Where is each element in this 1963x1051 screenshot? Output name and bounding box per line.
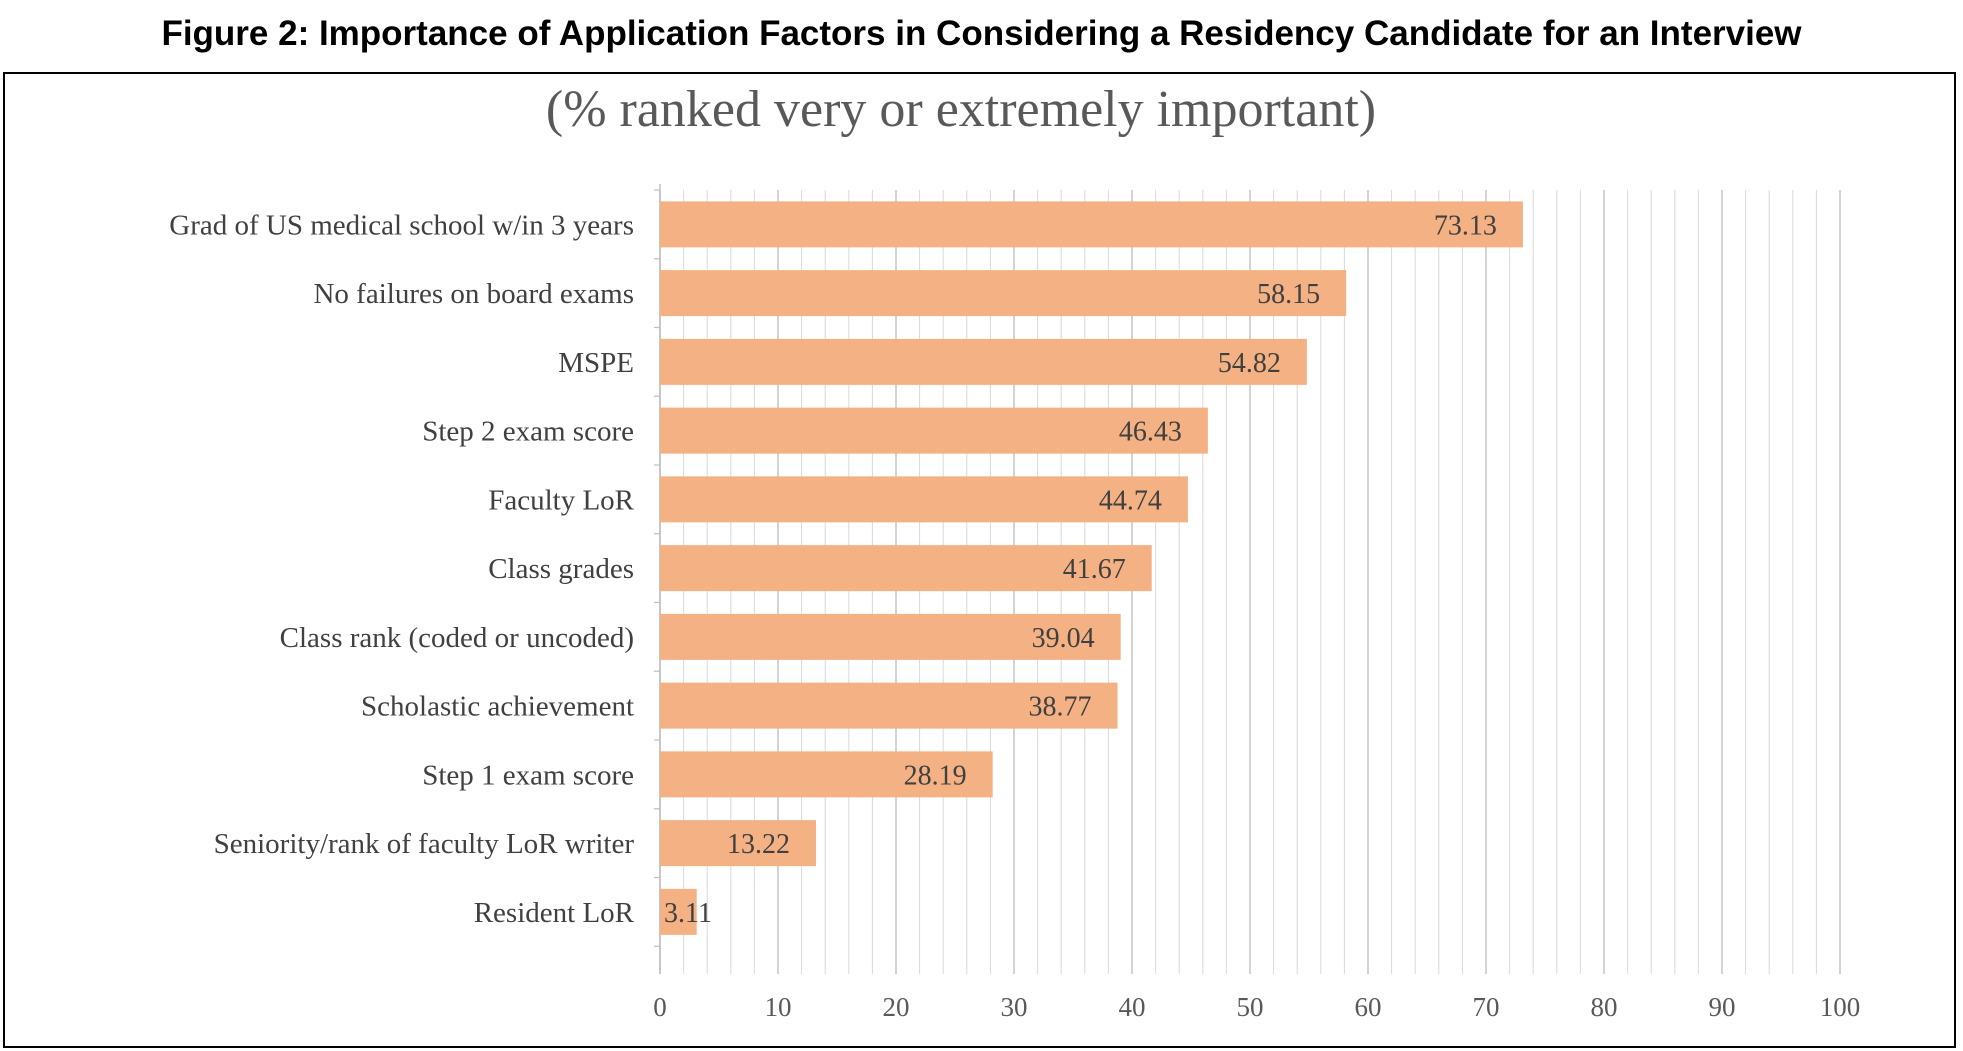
data-label: 38.77 (1028, 692, 1091, 723)
x-tick-label: 30 (1001, 992, 1028, 1022)
category-label: Class grades (488, 553, 634, 585)
data-label: 73.13 (1434, 210, 1497, 241)
data-label: 39.04 (1032, 623, 1095, 654)
category-label: Seniority/rank of faculty LoR writer (214, 828, 635, 860)
category-label: Faculty LoR (488, 484, 634, 516)
figure-title: Figure 2: Importance of Application Fact… (161, 14, 1802, 53)
x-tick-label: 70 (1473, 992, 1500, 1022)
x-tick-label: 20 (883, 992, 910, 1022)
category-label: MSPE (558, 347, 634, 379)
data-labels: 73.13 58.15 54.82 46.43 44.74 41.67 39.04 38.77… (664, 210, 1497, 929)
x-axis-ticks: 0 10 20 30 40 50 60 70 80 90 100 (653, 992, 1860, 1022)
data-label: 46.43 (1119, 417, 1182, 448)
x-tick-label: 80 (1591, 992, 1618, 1022)
bar (660, 270, 1347, 317)
category-label: Scholastic achievement (361, 691, 634, 723)
bar (660, 888, 697, 935)
bar (660, 201, 1523, 248)
category-label: Class rank (coded or uncoded) (280, 622, 634, 654)
bar (660, 820, 816, 867)
category-labels: Grad of US medical school w/in 3 years No… (169, 209, 634, 929)
bar (660, 545, 1152, 592)
x-tick-label: 0 (653, 992, 667, 1022)
bars (660, 201, 1523, 935)
x-tick-label: 100 (1820, 992, 1861, 1022)
bar (660, 407, 1208, 454)
bar-chart: (% ranked very or extremely important) G… (169, 81, 1860, 1022)
x-tick-label: 10 (765, 992, 792, 1022)
data-label: 54.82 (1218, 348, 1281, 379)
bar (660, 751, 993, 798)
data-label: 41.67 (1063, 554, 1126, 585)
chart-subtitle: (% ranked very or extremely important) (546, 81, 1376, 138)
category-label: Step 1 exam score (422, 759, 634, 791)
x-tick-label: 40 (1119, 992, 1146, 1022)
x-tick-label: 90 (1709, 992, 1736, 1022)
category-label: Grad of US medical school w/in 3 years (169, 209, 634, 241)
category-label: Step 2 exam score (422, 416, 634, 448)
data-label: 13.22 (727, 829, 790, 860)
chart-frame: (% ranked very or extremely important) G… (3, 72, 1956, 1048)
data-label: 44.74 (1099, 485, 1162, 516)
category-label: Resident LoR (474, 897, 635, 929)
x-tick-label: 50 (1237, 992, 1264, 1022)
bar (660, 682, 1118, 729)
bar (660, 613, 1121, 660)
category-label: No failures on board exams (313, 278, 634, 310)
data-label: 58.15 (1257, 279, 1320, 310)
bar (660, 338, 1307, 385)
data-label: 28.19 (904, 760, 967, 791)
bar (660, 476, 1188, 523)
data-label: 3.11 (664, 898, 712, 929)
x-tick-label: 60 (1355, 992, 1382, 1022)
